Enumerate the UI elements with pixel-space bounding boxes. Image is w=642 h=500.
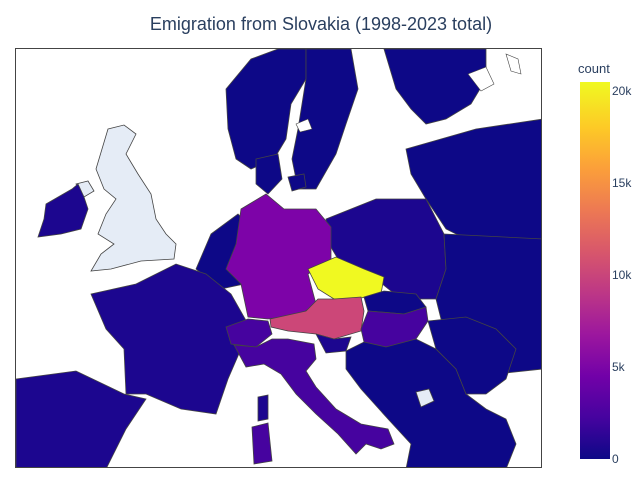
- region-sardinia[interactable]: [251, 422, 273, 465]
- map-plot-area[interactable]: [15, 48, 542, 468]
- lake-detail-2: [505, 53, 522, 75]
- lake-detail-3: [295, 118, 313, 133]
- region-romania[interactable]: [427, 316, 517, 395]
- colorbar-tick-0: 0: [612, 452, 619, 466]
- colorbar-tick-20k: 20k: [612, 84, 632, 98]
- region-spain[interactable]: [16, 370, 147, 468]
- region-slovenia[interactable]: [315, 333, 352, 354]
- colorbar-tick-5k: 5k: [612, 360, 625, 374]
- region-balkans[interactable]: [345, 338, 517, 468]
- region-norway[interactable]: [225, 49, 307, 170]
- region-denmark[interactable]: [255, 153, 283, 195]
- map-title: Emigration from Slovakia (1998-2023 tota…: [149, 14, 493, 34]
- europe-map: [16, 49, 541, 468]
- region-kosovo[interactable]: [415, 388, 435, 408]
- region-france[interactable]: [90, 263, 249, 415]
- region-denmark-island[interactable]: [287, 173, 307, 192]
- region-finland[interactable]: [383, 49, 487, 125]
- region-great-britain[interactable]: [90, 124, 177, 272]
- colorbar-title: count: [578, 61, 610, 76]
- region-austria[interactable]: [269, 296, 365, 340]
- region-switzerland[interactable]: [225, 318, 273, 348]
- region-corsica[interactable]: [257, 394, 269, 422]
- colorbar-gradient: [580, 82, 610, 459]
- region-sweden[interactable]: [291, 49, 359, 190]
- colorbar-tick-15k: 15k: [612, 176, 632, 190]
- region-germany[interactable]: [225, 193, 332, 320]
- lake-detail: [467, 66, 495, 92]
- region-ireland[interactable]: [37, 183, 89, 238]
- colorbar-tick-10k: 10k: [612, 268, 632, 282]
- region-italy[interactable]: [233, 338, 395, 455]
